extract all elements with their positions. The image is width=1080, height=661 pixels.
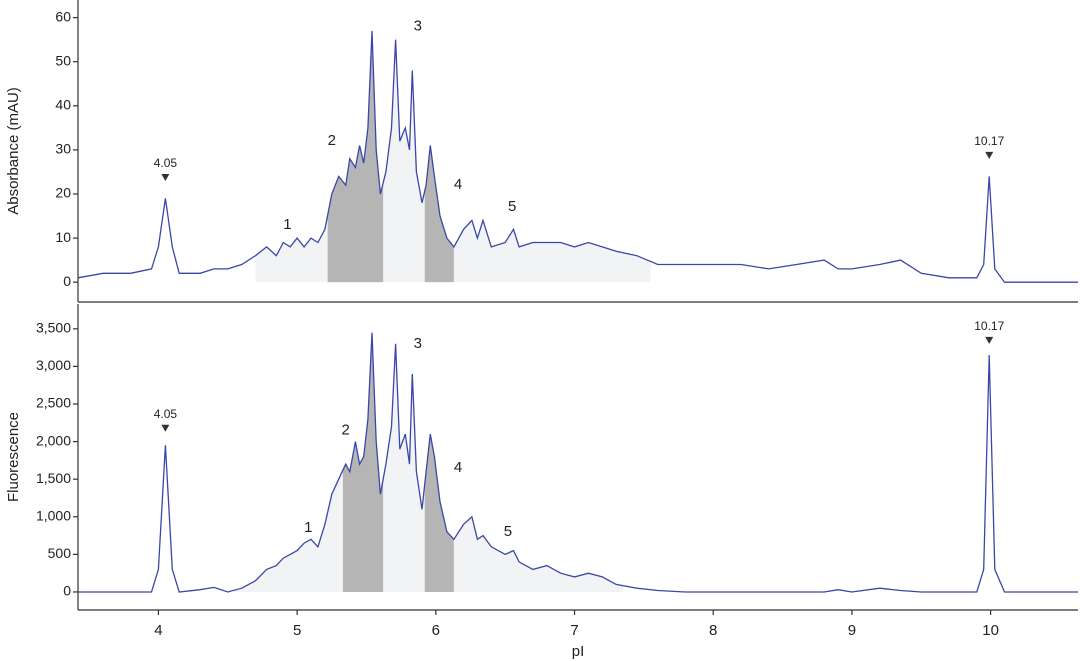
y-tick-label: 40	[55, 97, 71, 113]
shaded-region	[327, 30, 384, 283]
shaded-region	[424, 434, 454, 592]
y-tick-label: 60	[55, 8, 71, 24]
shaded-region	[342, 332, 384, 592]
y-tick-label: 500	[48, 545, 72, 561]
y-tick-label: 10	[55, 229, 71, 245]
trace-line	[78, 332, 1078, 593]
shaded-region	[255, 30, 651, 283]
y-tick-label: 2,500	[36, 395, 71, 411]
y-tick-label: 1,500	[36, 470, 71, 486]
x-axis-label: pI	[572, 643, 585, 660]
marker-label: 4.05	[154, 407, 178, 421]
x-tick-label: 4	[154, 622, 162, 639]
peak-label: 1	[283, 216, 291, 233]
marker-label: 4.05	[154, 156, 178, 170]
peak-label: 5	[508, 198, 516, 215]
y-tick-label: 3,500	[36, 320, 71, 336]
peak-label: 1	[304, 519, 312, 536]
x-tick-label: 5	[293, 622, 301, 639]
shaded-region	[234, 332, 624, 592]
peak-label: 2	[328, 132, 336, 149]
peak-label: 3	[414, 17, 422, 34]
x-tick-label: 9	[848, 622, 856, 639]
x-tick-label: 7	[570, 622, 578, 639]
trace-line	[77, 30, 1078, 283]
x-tick-label: 8	[709, 622, 717, 639]
peak-label: 4	[454, 459, 462, 476]
shaded-region	[424, 145, 454, 283]
marker-arrow	[161, 424, 170, 432]
y-tick-label: 0	[63, 583, 71, 599]
marker-arrow	[161, 173, 170, 181]
y-axis-label: Absorbance (mAU)	[5, 87, 22, 215]
marker-label: 10.17	[974, 134, 1004, 148]
peak-label: 3	[414, 335, 422, 352]
y-axis-label: Fluorescence	[5, 412, 22, 502]
marker-arrow	[985, 336, 994, 344]
x-tick-label: 6	[432, 622, 440, 639]
marker-arrow	[985, 151, 994, 159]
peak-label: 4	[454, 176, 462, 193]
y-tick-label: 50	[55, 52, 71, 68]
peak-label: 2	[342, 421, 350, 438]
y-tick-label: 0	[63, 273, 71, 289]
y-tick-label: 3,000	[36, 357, 71, 373]
x-tick-label: 10	[982, 622, 999, 639]
y-tick-label: 1,000	[36, 507, 71, 523]
y-tick-label: 20	[55, 185, 71, 201]
peak-label: 5	[504, 523, 512, 540]
y-tick-label: 30	[55, 141, 71, 157]
marker-label: 10.17	[974, 319, 1004, 333]
y-tick-label: 2,000	[36, 432, 71, 448]
